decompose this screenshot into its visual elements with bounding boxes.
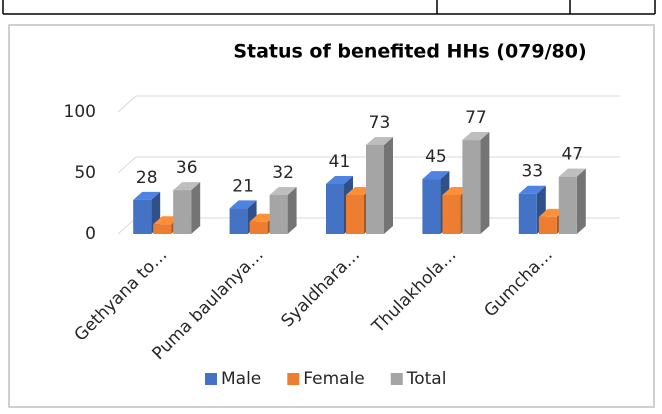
bar-front: [249, 221, 268, 234]
bar-front: [442, 194, 461, 234]
bar-top: [173, 182, 201, 191]
data-label: 41: [329, 152, 351, 172]
legend-swatch: [390, 373, 403, 385]
legend-label: Male: [221, 369, 261, 389]
bar-top: [558, 168, 586, 177]
bar-front: [366, 144, 384, 234]
legend-swatch: [205, 373, 217, 385]
data-label: 45: [425, 147, 447, 167]
chart-title: Status of benefited HHs (079/80): [233, 41, 586, 63]
bar-front: [269, 194, 288, 234]
table-strip: [2, 0, 656, 15]
bar: [558, 168, 586, 234]
legend-label: Total: [406, 369, 447, 389]
bar-side: [480, 132, 490, 234]
bar-front: [133, 199, 152, 234]
bar-side: [576, 168, 586, 234]
bar-top: [229, 200, 257, 209]
bar-front: [173, 190, 192, 234]
bar: [366, 136, 393, 234]
bar: [173, 182, 201, 234]
data-label: 21: [232, 176, 254, 196]
grid-line: [117, 95, 620, 113]
data-label: 33: [521, 162, 543, 182]
y-tick-label: 100: [64, 102, 96, 122]
bar-side: [384, 136, 393, 234]
bar-side: [287, 186, 297, 234]
legend-swatch: [287, 373, 300, 385]
bar-front: [153, 224, 172, 234]
bar-front: [422, 179, 441, 234]
bar-top: [518, 185, 546, 194]
y-tick-label: 50: [74, 163, 96, 183]
data-label: 32: [272, 163, 294, 183]
grid-line: [117, 156, 620, 174]
bar-top: [269, 186, 297, 195]
bar-front: [558, 176, 577, 234]
data-label: 28: [136, 168, 158, 188]
bar-front: [326, 183, 344, 234]
bar-front: [346, 194, 364, 234]
bar-front: [538, 216, 557, 234]
data-label: 36: [176, 158, 198, 178]
bar-top: [133, 191, 161, 200]
bar-top: [366, 136, 393, 145]
bar: [269, 186, 297, 234]
data-label: 47: [561, 145, 583, 165]
bar-front: [229, 208, 248, 234]
bar-top: [422, 171, 450, 180]
bar-top: [326, 175, 353, 184]
data-label: 73: [369, 113, 391, 133]
bar-side: [191, 182, 201, 234]
bar-front: [462, 140, 481, 234]
data-label: 77: [465, 108, 487, 128]
bar-top: [462, 132, 490, 141]
legend-label: Female: [303, 369, 364, 389]
bar: [462, 132, 490, 234]
y-tick-label: 0: [85, 224, 96, 244]
bar-front: [518, 193, 537, 234]
